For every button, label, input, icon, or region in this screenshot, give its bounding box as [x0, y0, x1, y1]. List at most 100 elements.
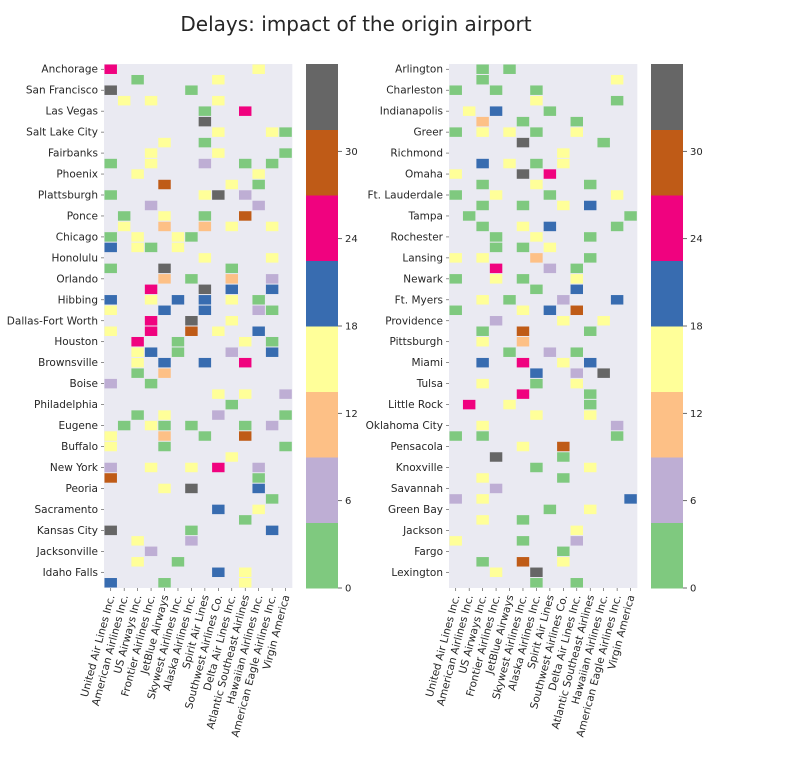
heatmap-cell — [570, 85, 583, 95]
row-label: Orlando — [56, 273, 98, 285]
heatmap-cell — [198, 127, 212, 137]
heatmap-cell — [198, 85, 212, 95]
heatmap-cell — [185, 232, 198, 242]
heatmap-cell — [212, 74, 225, 85]
heatmap-cell — [624, 74, 637, 85]
colorbar-tick-label: 30 — [345, 147, 358, 158]
heatmap-cell — [610, 106, 624, 116]
row-label: San Francisco — [26, 85, 98, 97]
heatmap-cell — [117, 95, 131, 106]
heatmap-cell — [239, 525, 252, 536]
heatmap-cell — [265, 284, 279, 295]
heatmap-cell — [449, 221, 462, 232]
heatmap-cell — [158, 95, 171, 106]
heatmap-cell — [225, 284, 238, 295]
heatmap-cell — [597, 557, 610, 567]
heatmap-cell — [570, 127, 583, 137]
heatmap-cell — [171, 410, 185, 420]
heatmap-cell — [476, 158, 489, 169]
heatmap-cell — [144, 441, 158, 452]
heatmap-cell — [516, 441, 530, 452]
heatmap-cell — [252, 567, 265, 578]
heatmap-cell — [543, 431, 557, 441]
colorbar-tick-label: 6 — [690, 496, 696, 507]
heatmap-cell — [252, 274, 265, 284]
heatmap-cell — [279, 525, 292, 536]
heatmap-cell — [503, 137, 516, 148]
heatmap-cell — [476, 546, 489, 557]
heatmap-cell — [476, 483, 489, 494]
heatmap-cell — [462, 410, 476, 420]
heatmap-cell — [449, 95, 462, 106]
heatmap-cell — [252, 263, 265, 274]
heatmap-cell — [462, 504, 476, 515]
heatmap-cell — [476, 420, 489, 431]
heatmap-cell — [225, 137, 238, 148]
heatmap-cell — [225, 504, 238, 515]
row-label: Boise — [70, 378, 98, 390]
heatmap-cell — [265, 515, 279, 525]
heatmap-cell — [104, 473, 117, 483]
heatmap-cell — [117, 525, 131, 536]
heatmap-cell — [489, 137, 503, 148]
heatmap-cell — [131, 253, 144, 263]
heatmap-cell — [557, 441, 570, 452]
heatmap-cell — [131, 116, 144, 127]
row-label: Savannah — [391, 483, 443, 495]
heatmap-cell — [530, 515, 543, 525]
heatmap-cell — [610, 399, 624, 410]
heatmap-cell — [252, 525, 265, 536]
heatmap-cell — [212, 127, 225, 137]
heatmap-cell — [117, 74, 131, 85]
heatmap-cell — [144, 284, 158, 295]
heatmap-cell — [158, 347, 171, 357]
heatmap-cell — [225, 116, 238, 127]
heatmap-cell — [516, 116, 530, 127]
colorbar-segment — [306, 64, 338, 130]
heatmap-cell — [584, 347, 597, 357]
heatmap-cell — [624, 462, 637, 473]
heatmap-cell — [158, 253, 171, 263]
heatmap-cell — [543, 95, 557, 106]
heatmap-cell — [144, 578, 158, 588]
heatmap-cell — [144, 74, 158, 85]
heatmap-cell — [624, 158, 637, 169]
heatmap-cell — [239, 326, 252, 336]
heatmap-cell — [265, 462, 279, 473]
heatmap-cell — [610, 410, 624, 420]
heatmap-cell — [449, 305, 462, 316]
heatmap-cell — [516, 74, 530, 85]
heatmap-cell — [158, 116, 171, 127]
heatmap-cell — [265, 546, 279, 557]
heatmap-cell — [171, 504, 185, 515]
heatmap-cell — [144, 274, 158, 284]
heatmap-cell — [185, 64, 198, 74]
heatmap-cell — [570, 116, 583, 127]
heatmap-cell — [131, 462, 144, 473]
heatmap-cell — [462, 546, 476, 557]
heatmap-cell — [252, 462, 265, 473]
heatmap-cell — [610, 536, 624, 546]
heatmap-cell — [279, 504, 292, 515]
heatmap-cell — [489, 410, 503, 420]
heatmap-cell — [158, 536, 171, 546]
heatmap-cell — [279, 85, 292, 95]
heatmap-cell — [530, 326, 543, 336]
heatmap-cell — [449, 295, 462, 305]
heatmap-cell — [198, 389, 212, 399]
heatmap-cell — [185, 179, 198, 190]
heatmap-cell — [239, 368, 252, 378]
heatmap-cell — [144, 504, 158, 515]
heatmap-cell — [476, 295, 489, 305]
heatmap-cell — [117, 232, 131, 242]
heatmap-cell — [610, 473, 624, 483]
heatmap-cell — [610, 368, 624, 378]
heatmap-cell — [449, 525, 462, 536]
heatmap-cell — [489, 378, 503, 389]
colorbar-tick-label: 0 — [345, 584, 351, 595]
heatmap-cell — [279, 462, 292, 473]
heatmap-cell — [185, 200, 198, 211]
heatmap-cell — [131, 483, 144, 494]
heatmap-cell — [503, 263, 516, 274]
heatmap-cell — [265, 169, 279, 179]
